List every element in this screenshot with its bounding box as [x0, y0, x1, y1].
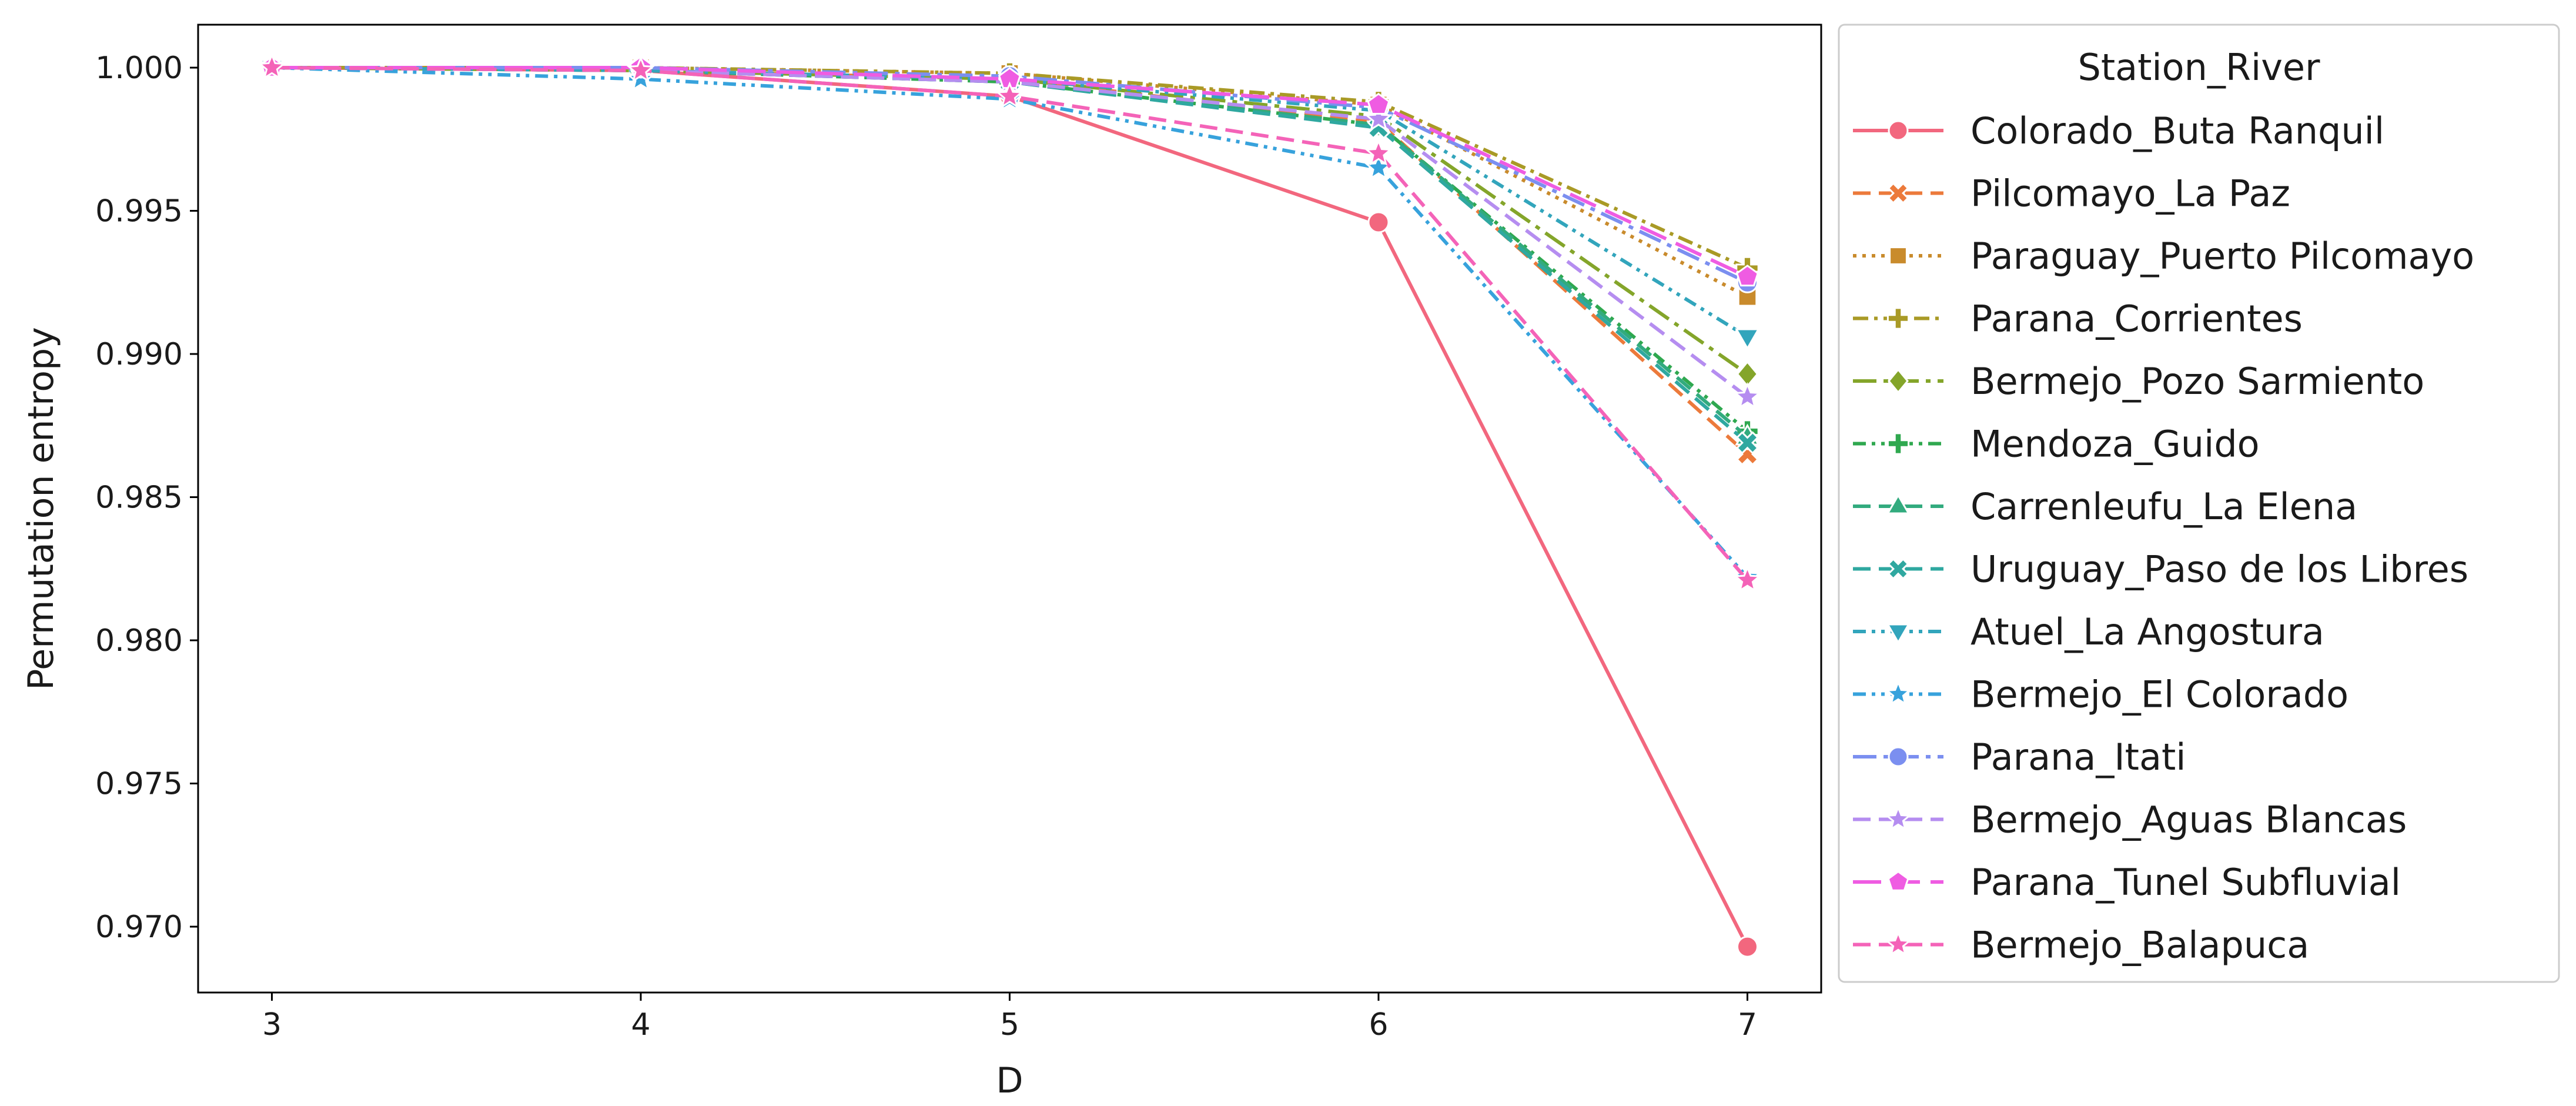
series-line	[272, 66, 1749, 445]
legend: Station_River Colorado_Buta Ranquil Pilco…	[1838, 24, 2560, 983]
legend-item: Bermejo_El Colorado	[1853, 673, 2348, 716]
legend-swatch-marker	[1889, 246, 1908, 265]
legend-item: Bermejo_Pozo Sarmiento	[1853, 360, 2424, 403]
legend-label: Pilcomayo_La Paz	[1971, 172, 2290, 215]
legend-label: Parana_Corrientes	[1971, 298, 2303, 340]
plot-frame	[197, 24, 1822, 994]
series-line	[272, 66, 1749, 399]
series-12	[257, 52, 1762, 409]
data-point	[257, 52, 286, 80]
x-axis: 3 4 5 6 7	[262, 993, 1757, 1042]
legend-item: Uruguay_Paso de los Libres	[1853, 548, 2468, 591]
series-7	[259, 54, 1760, 446]
data-point	[1364, 104, 1393, 132]
x-tick-label: 5	[1000, 1007, 1019, 1042]
series-line	[272, 66, 1749, 456]
legend-swatch-marker	[1886, 307, 1910, 330]
legend-label: Bermejo_El Colorado	[1971, 673, 2348, 716]
data-point	[1733, 382, 1762, 409]
data-point	[1735, 328, 1760, 350]
series-line	[272, 66, 1749, 579]
data-point	[1737, 935, 1758, 958]
legend-item: Parana_Itati	[1853, 736, 2186, 778]
series-line	[272, 66, 1749, 376]
legend-title: Station_River	[2077, 46, 2320, 89]
series-14	[257, 52, 1762, 593]
legend-item: Parana_Corrientes	[1853, 298, 2303, 340]
legend-frame	[1838, 24, 2560, 983]
series-line	[272, 66, 1749, 339]
series-6	[260, 55, 1759, 443]
legend-label: Carrenleufu_La Elena	[1971, 485, 2357, 528]
legend-item: Colorado_Buta Ranquil	[1853, 109, 2384, 152]
x-axis-label: D	[996, 1060, 1023, 1101]
legend-item: Mendoza_Guido	[1853, 423, 2260, 466]
legend-swatch-marker	[1888, 746, 1909, 767]
series-8	[260, 56, 1759, 455]
legend-swatch-marker	[1885, 680, 1912, 706]
legend-label: Atuel_La Angostura	[1971, 610, 2324, 653]
data-point	[995, 81, 1024, 109]
legend-swatch-marker	[1887, 557, 1909, 580]
legend-item: Parana_Tunel Subfluvial	[1853, 861, 2401, 904]
legend-label: Parana_Tunel Subfluvial	[1971, 861, 2401, 904]
series-layer	[257, 52, 1762, 958]
y-tick-label: 1.000	[95, 51, 183, 86]
data-point	[1735, 431, 1759, 455]
legend-swatch-marker	[1885, 805, 1912, 831]
x-tick-label: 7	[1738, 1007, 1757, 1042]
series-line	[272, 66, 1749, 582]
legend-label: Paraguay_Puerto Pilcomayo	[1971, 235, 2474, 278]
legend-label: Bermejo_Balapuca	[1971, 924, 2309, 967]
legend-label: Uruguay_Paso de los Libres	[1971, 548, 2468, 591]
y-tick-label: 0.985	[95, 480, 183, 516]
x-tick-label: 4	[631, 1007, 650, 1042]
legend-swatch-marker	[1886, 623, 1911, 644]
legend-item: Carrenleufu_La Elena	[1853, 485, 2357, 528]
y-axis: 0.970 0.975 0.980 0.985 0.990 0.995 1.000	[95, 51, 198, 945]
data-point	[1733, 565, 1762, 593]
x-tick-label: 3	[262, 1007, 282, 1042]
y-tick-label: 0.980	[95, 623, 183, 659]
legend-swatch-marker	[1886, 493, 1911, 514]
legend-items: Colorado_Buta Ranquil Pilcomayo_La Paz Par…	[1853, 109, 2474, 967]
legend-label: Colorado_Buta Ranquil	[1971, 109, 2384, 152]
y-tick-label: 0.975	[95, 767, 183, 802]
legend-swatch-marker	[1885, 930, 1912, 956]
legend-swatch-marker	[1888, 368, 1909, 394]
legend-item: Pilcomayo_La Paz	[1853, 172, 2290, 215]
legend-swatch-marker	[1887, 182, 1909, 205]
series-10	[257, 52, 1762, 590]
data-point	[1367, 92, 1390, 115]
legend-item: Bermejo_Aguas Blancas	[1853, 798, 2407, 841]
legend-swatch-marker	[1886, 432, 1910, 455]
x-tick-label: 6	[1369, 1007, 1388, 1042]
data-point	[626, 55, 655, 83]
data-point	[1367, 211, 1390, 233]
series-2	[260, 56, 1759, 466]
data-point	[1364, 138, 1393, 166]
series-1	[261, 56, 1758, 958]
legend-label: Bermejo_Aguas Blancas	[1971, 798, 2407, 841]
legend-item: Paraguay_Puerto Pilcomayo	[1853, 235, 2474, 278]
legend-item: Atuel_La Angostura	[1853, 610, 2324, 653]
legend-swatch-marker	[1887, 870, 1909, 891]
legend-swatch-marker	[1888, 120, 1909, 141]
y-tick-label: 0.990	[95, 337, 183, 372]
legend-label: Bermejo_Pozo Sarmiento	[1971, 360, 2424, 403]
y-tick-label: 0.970	[95, 910, 183, 945]
legend-label: Mendoza_Guido	[1971, 423, 2260, 466]
legend-item: Bermejo_Balapuca	[1853, 924, 2309, 967]
legend-label: Parana_Itati	[1971, 736, 2186, 778]
y-axis-label: Permutation entropy	[21, 327, 62, 690]
y-tick-label: 0.995	[95, 194, 183, 229]
data-point	[1735, 264, 1759, 287]
